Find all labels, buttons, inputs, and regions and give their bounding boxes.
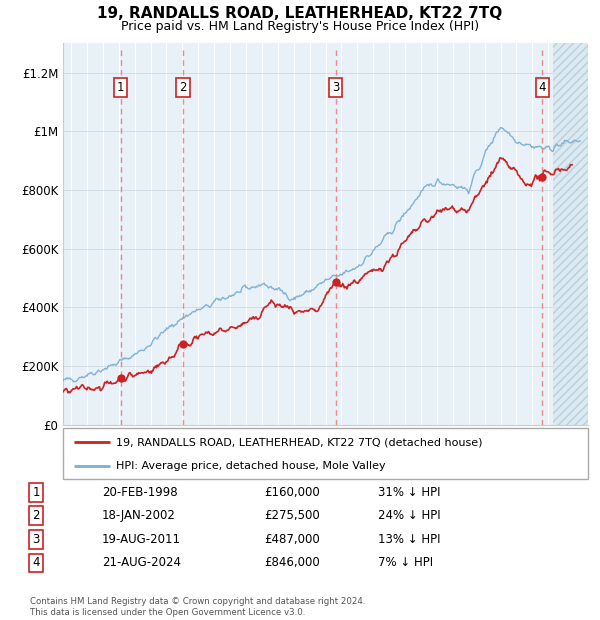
Text: 4: 4	[539, 81, 546, 94]
Text: 21-AUG-2024: 21-AUG-2024	[102, 557, 181, 569]
Text: £846,000: £846,000	[264, 557, 320, 569]
Text: £275,500: £275,500	[264, 510, 320, 522]
Text: £160,000: £160,000	[264, 486, 320, 498]
Text: 1: 1	[32, 486, 40, 498]
Text: 24% ↓ HPI: 24% ↓ HPI	[378, 510, 440, 522]
Text: 31% ↓ HPI: 31% ↓ HPI	[378, 486, 440, 498]
Text: 19, RANDALLS ROAD, LEATHERHEAD, KT22 7TQ: 19, RANDALLS ROAD, LEATHERHEAD, KT22 7TQ	[97, 6, 503, 21]
Text: 4: 4	[32, 557, 40, 569]
Text: 3: 3	[32, 533, 40, 546]
Text: 18-JAN-2002: 18-JAN-2002	[102, 510, 176, 522]
Text: 19-AUG-2011: 19-AUG-2011	[102, 533, 181, 546]
Text: 20-FEB-1998: 20-FEB-1998	[102, 486, 178, 498]
Text: 2: 2	[179, 81, 187, 94]
Text: £487,000: £487,000	[264, 533, 320, 546]
Text: Price paid vs. HM Land Registry's House Price Index (HPI): Price paid vs. HM Land Registry's House …	[121, 20, 479, 33]
Text: 2: 2	[32, 510, 40, 522]
Text: 7% ↓ HPI: 7% ↓ HPI	[378, 557, 433, 569]
Text: Contains HM Land Registry data © Crown copyright and database right 2024.
This d: Contains HM Land Registry data © Crown c…	[30, 598, 365, 617]
Text: HPI: Average price, detached house, Mole Valley: HPI: Average price, detached house, Mole…	[115, 461, 385, 471]
Text: 3: 3	[332, 81, 339, 94]
Text: 13% ↓ HPI: 13% ↓ HPI	[378, 533, 440, 546]
Bar	[553, 43, 588, 425]
Text: 1: 1	[117, 81, 125, 94]
Bar	[553, 43, 588, 425]
FancyBboxPatch shape	[63, 428, 588, 479]
Text: 19, RANDALLS ROAD, LEATHERHEAD, KT22 7TQ (detached house): 19, RANDALLS ROAD, LEATHERHEAD, KT22 7TQ…	[115, 437, 482, 447]
